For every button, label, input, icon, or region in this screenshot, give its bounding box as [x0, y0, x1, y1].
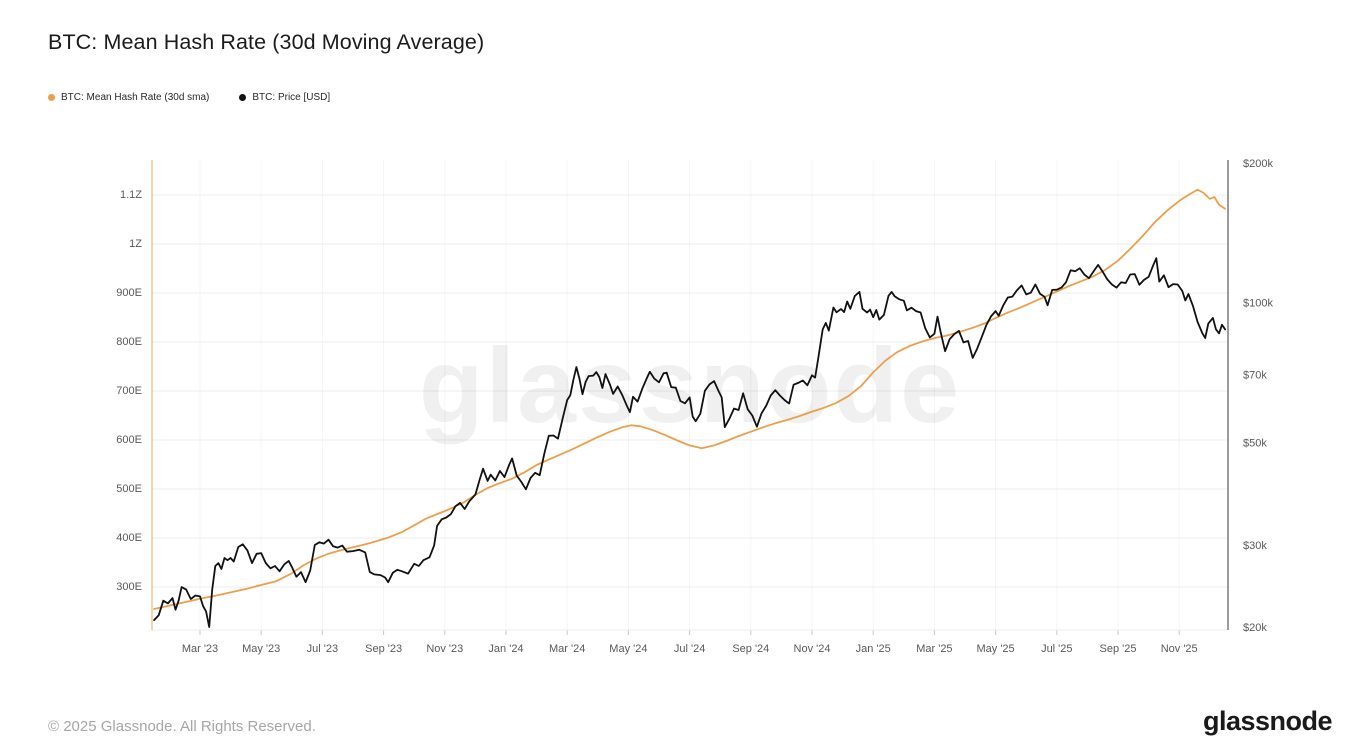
x-tick-label: Jul '25: [1041, 643, 1072, 655]
x-tick-label: Jul '23: [307, 643, 338, 655]
series-line-price[interactable]: [153, 257, 1226, 628]
x-tick-label: Jan '25: [856, 643, 891, 655]
legend-item-price[interactable]: BTC: Price [USD]: [239, 92, 330, 103]
x-tick-label: Mar '24: [549, 643, 585, 655]
right-axis-tick-label: $30k: [1243, 540, 1267, 552]
x-tick-label: Jul '24: [674, 643, 705, 655]
left-axis-tick-label: 1.1Z: [120, 189, 142, 201]
x-tick-label: Sep '24: [732, 643, 769, 655]
x-tick-label: Nov '25: [1161, 643, 1198, 655]
glassnode-watermark: glassnode: [419, 327, 961, 445]
price-series-dot-icon: [239, 94, 247, 101]
left-axis-tick-label: 300E: [116, 581, 142, 593]
right-axis-tick-label: $20k: [1243, 622, 1267, 634]
x-tick-label: Sep '25: [1100, 643, 1137, 655]
legend-item-hash-rate[interactable]: BTC: Mean Hash Rate (30d sma): [48, 92, 209, 103]
legend-label-price: BTC: Price [USD]: [252, 92, 331, 103]
x-tick-label: Nov '23: [426, 643, 463, 655]
left-axis-tick-label: 700E: [116, 385, 142, 397]
x-tick-label: Nov '24: [794, 643, 831, 655]
x-tick-label: May '25: [977, 643, 1015, 655]
x-tick-label: Sep '23: [365, 643, 402, 655]
chart-legend: BTC: Mean Hash Rate (30d sma) BTC: Price…: [48, 92, 330, 103]
series-line-hash-rate[interactable]: [153, 188, 1226, 610]
glassnode-wordmark: glassnode: [1202, 706, 1333, 736]
left-axis-tick-label: 800E: [116, 336, 142, 348]
left-axis-tick-label: 500E: [116, 483, 142, 495]
right-axis-tick-label: $100k: [1243, 298, 1273, 310]
left-axis-tick-label: 600E: [116, 434, 142, 446]
right-axis-tick-label: $50k: [1243, 437, 1267, 449]
x-tick-label: Mar '25: [916, 643, 952, 655]
left-axis-tick-label: 900E: [116, 287, 142, 299]
left-axis-tick-label: 400E: [116, 532, 142, 544]
chart-plot-area[interactable]: Mar '23 May '23 Jul '23 Sep '23 Nov '23 Jan '…: [0, 0, 1368, 700]
x-tick-label: May '23: [242, 643, 280, 655]
hash-rate-series-dot-icon: [48, 94, 55, 101]
legend-label-hash-rate: BTC: Mean Hash Rate (30d sma): [61, 92, 210, 103]
x-tick-label: Mar '23: [182, 643, 218, 655]
right-axis-tick-label: $200k: [1243, 158, 1273, 170]
page-title: BTC: Mean Hash Rate (30d Moving Average): [48, 30, 485, 54]
right-axis-tick-label: $70k: [1243, 370, 1267, 382]
left-axis-tick-label: 1Z: [129, 238, 142, 250]
x-tick-label: May '24: [609, 643, 647, 655]
copyright-text: © 2025 Glassnode. All Rights Reserved.: [48, 718, 316, 735]
x-tick-label: Jan '24: [488, 643, 523, 655]
